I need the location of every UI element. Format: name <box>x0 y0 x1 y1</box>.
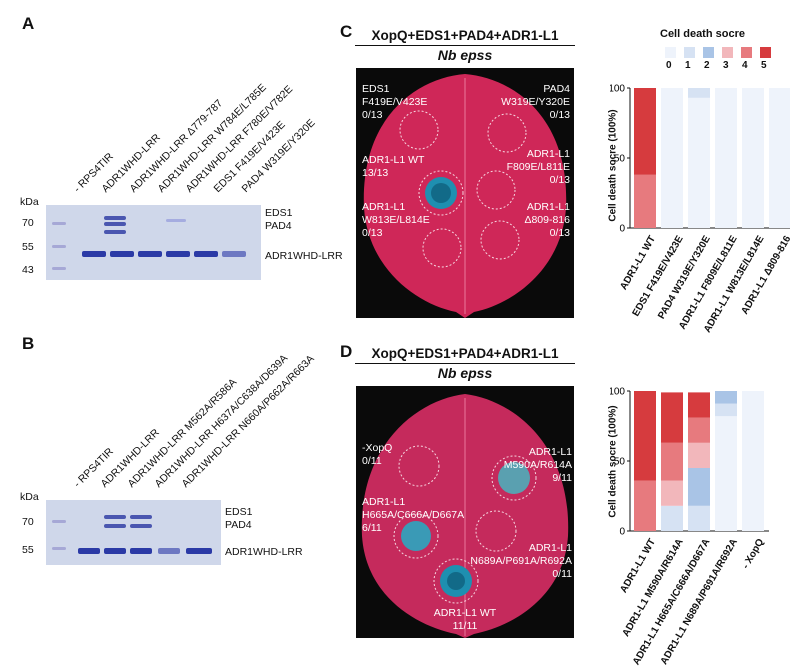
bar-segment <box>661 442 683 481</box>
y-tick-label: 50 <box>614 154 626 165</box>
bar-segment <box>715 88 737 228</box>
panel-c-leaf-label-pad4: PAD4 W319E/Y320E 0/13 <box>501 83 570 121</box>
lane-label: ADR1WHD-LRR F780E/V782E <box>183 83 296 195</box>
panel-d-title-rule <box>355 363 575 364</box>
chart-d-plot: 0 50 100 <box>610 387 769 538</box>
bar-segment <box>661 480 683 506</box>
legend-label: 4 <box>742 60 748 71</box>
panel-d-title: XopQ+EDS1+PAD4+ADR1-L1 <box>371 346 559 361</box>
panel-c-subtitle: Nb epss <box>437 47 493 63</box>
panel-b-marker-55: 55 <box>22 544 34 556</box>
x-tick-label: ADR1-L1 Δ809-816 <box>739 234 794 317</box>
panel-c-title: XopQ+EDS1+PAD4+ADR1-L1 <box>371 28 559 43</box>
legend-swatch <box>760 47 771 58</box>
leaf-image-d <box>361 394 569 638</box>
bar-segment <box>715 416 737 531</box>
panel-a-label: A <box>22 14 35 33</box>
legend-title: Cell death socre <box>660 28 745 40</box>
panel-c-leaf-label-w813e: ADR1-L1 W813E/L814E 0/13 <box>362 201 430 239</box>
panel-c-leaf-label-d809: ADR1-L1 Δ809-816 0/13 <box>524 201 570 239</box>
x-tick-label: EDS1 F419E/V423E <box>630 234 686 319</box>
legend-label: 2 <box>704 60 710 71</box>
bar-segment <box>742 391 764 531</box>
panel-d-leaf-label-n689a: ADR1-L1 N689A/P691A/R692A 0/11 <box>470 542 572 580</box>
legend-swatch <box>703 47 714 58</box>
panel-a-band-adr1: ADR1WHD-LRR <box>265 250 343 262</box>
y-tick-label: 100 <box>610 387 625 398</box>
panel-c-label: C <box>340 22 353 41</box>
leaf-image <box>363 74 567 318</box>
bar-segment <box>634 174 656 228</box>
panel-a-marker-70: 70 <box>22 217 34 229</box>
y-tick-label: 0 <box>619 527 625 538</box>
legend-label: 3 <box>723 60 729 71</box>
legend-label: 5 <box>761 60 767 71</box>
legend-label: 0 <box>666 60 672 71</box>
panel-a-marker-55: 55 <box>22 241 34 253</box>
bar-segment <box>688 505 710 531</box>
bar-segment <box>688 392 710 418</box>
panel-d-leaf-label-h665a: ADR1-L1 H665A/C666A/D667A 6/11 <box>362 496 465 534</box>
y-tick-label: 50 <box>614 457 626 468</box>
legend-label: 1 <box>685 60 691 71</box>
panel-b-band-eds1: EDS1 <box>225 506 253 518</box>
panel-a-band-pad4: PAD4 <box>265 220 292 232</box>
bar-segment <box>688 88 710 98</box>
panel-b-gel <box>46 500 221 565</box>
panel-c-title-rule <box>355 45 575 46</box>
panel-d-leaf-photo <box>356 386 574 638</box>
panel-a-band-eds1: EDS1 <box>265 207 293 219</box>
panel-d-label: D <box>340 342 353 361</box>
legend-swatch <box>741 47 752 58</box>
legend-swatch <box>665 47 676 58</box>
bar-segment <box>715 391 737 404</box>
panel-b-marker-70: 70 <box>22 516 34 528</box>
bar-segment <box>634 88 656 175</box>
bar-segment <box>634 480 656 531</box>
bar-segment <box>742 88 764 228</box>
bar-segment <box>688 417 710 443</box>
panel-c-leaf-label-f809e: ADR1-L1 F809E/L811E 0/13 <box>506 148 570 186</box>
panel-d-leaf-label-wt: ADR1-L1 WT 11/11 <box>433 607 497 632</box>
bar-segment <box>715 403 737 417</box>
panel-a-kda-label: kDa <box>20 196 39 208</box>
panel-b-kda-label: kDa <box>20 491 39 503</box>
panel-c-leaf-label-eds1: EDS1 F419E/V423E 0/13 <box>362 83 428 121</box>
chart-c-plot: 0 50 100 <box>610 84 790 235</box>
panel-d-leaf-label-noxopq: -XopQ 0/11 <box>362 442 393 467</box>
panel-d-subtitle: Nb epss <box>437 365 493 381</box>
bar-segment <box>661 505 683 531</box>
y-tick-label: 100 <box>610 84 625 95</box>
panel-d-leaf-label-m590a: ADR1-L1 M590A/R614A 9/11 <box>503 446 572 484</box>
lane-label: ADR1WHD-LRR M562A/R586A <box>125 376 240 490</box>
y-tick-label: 0 <box>619 224 625 235</box>
bar-segment <box>634 391 656 481</box>
panel-b-band-adr1: ADR1WHD-LRR <box>225 546 303 558</box>
panel-c-leaf-label-wt: ADR1-L1 WT 13/13 <box>362 154 425 179</box>
legend-swatch <box>684 47 695 58</box>
bar-segment <box>688 97 710 228</box>
panel-b-band-pad4: PAD4 <box>225 519 252 531</box>
panel-b-label: B <box>22 334 35 353</box>
bar-segment <box>688 442 710 468</box>
bar-segment <box>688 468 710 506</box>
bar-segment <box>769 88 790 228</box>
panel-c-leaf-photo <box>356 68 574 318</box>
panel-a-marker-43: 43 <box>22 264 34 276</box>
legend-swatch <box>722 47 733 58</box>
bar-segment <box>661 392 683 443</box>
lane-label: ADR1WHD-LRR H637A/C638A/D639A <box>152 352 291 490</box>
bar-segment <box>661 88 683 228</box>
panel-a-gel <box>46 205 261 280</box>
